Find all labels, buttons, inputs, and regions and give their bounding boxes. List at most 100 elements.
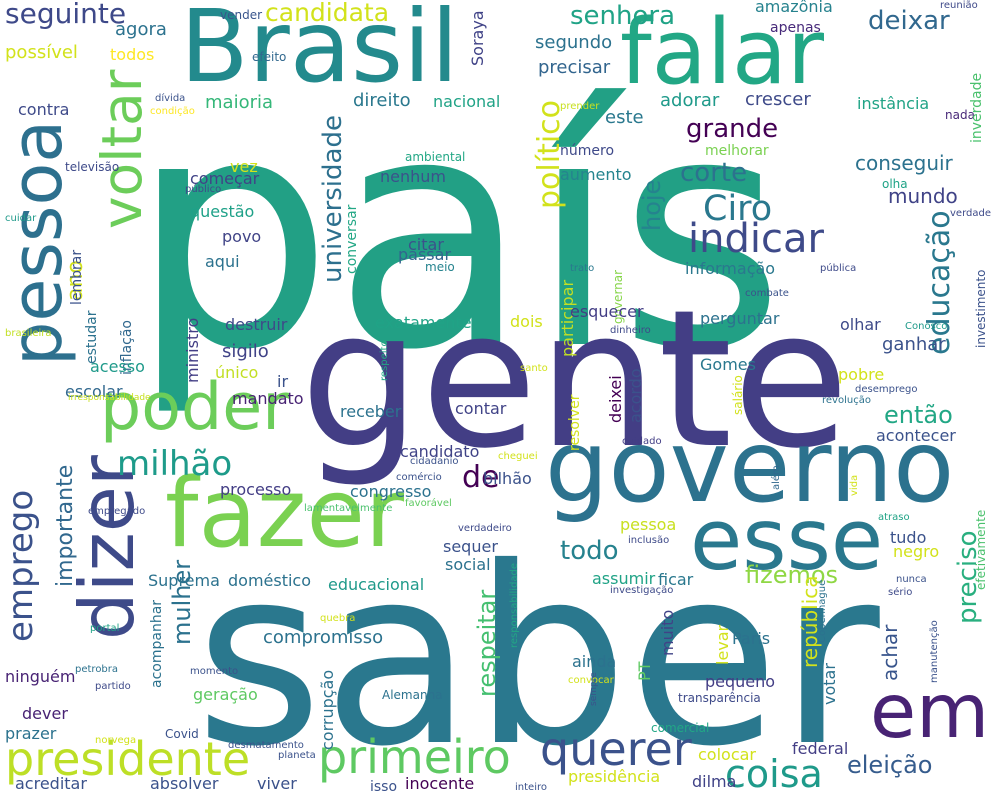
word: mandato bbox=[232, 388, 304, 408]
word: pública bbox=[820, 263, 857, 275]
word: investigação bbox=[610, 585, 674, 597]
word: fazer bbox=[165, 459, 405, 570]
word: compromisso bbox=[263, 626, 384, 648]
word: acesso bbox=[90, 356, 145, 376]
word: desemprego bbox=[855, 384, 918, 396]
word: melhorar bbox=[705, 142, 769, 159]
word: acontecer bbox=[876, 425, 956, 445]
word: conseguir bbox=[855, 151, 953, 176]
word: gente bbox=[300, 268, 850, 490]
word: governo bbox=[545, 408, 955, 525]
word: negro bbox=[893, 541, 940, 561]
word: indicar bbox=[688, 215, 824, 262]
word: ir bbox=[277, 371, 289, 391]
word: ambiental bbox=[405, 150, 466, 165]
word: Copenhague bbox=[817, 579, 828, 643]
word: cuidado bbox=[622, 436, 662, 448]
word: passar bbox=[398, 244, 452, 264]
word: irresponsabilidade bbox=[68, 393, 151, 404]
word: acordo bbox=[626, 368, 645, 423]
word: resolver bbox=[567, 394, 583, 451]
word: escolar bbox=[65, 381, 123, 401]
word: atraso bbox=[878, 512, 910, 524]
word: hoje bbox=[638, 179, 666, 231]
word: universidade bbox=[318, 115, 348, 283]
word: todo bbox=[560, 535, 619, 566]
word: prazer bbox=[5, 723, 57, 743]
word: comércio bbox=[396, 472, 442, 484]
word: transparência bbox=[678, 691, 761, 706]
word: respeito bbox=[379, 340, 390, 381]
word: destruir bbox=[225, 314, 288, 334]
word: sigilo bbox=[222, 340, 269, 362]
word: primeiro bbox=[318, 730, 511, 785]
word: meio bbox=[425, 260, 455, 275]
word: dever bbox=[22, 703, 68, 723]
word: planeta bbox=[278, 750, 316, 762]
word: efeito bbox=[252, 50, 287, 65]
word: favorável bbox=[405, 498, 452, 510]
word: momento bbox=[190, 666, 239, 678]
word: educacional bbox=[328, 574, 425, 594]
word: inocente bbox=[405, 773, 475, 793]
word: público bbox=[185, 184, 222, 196]
word: ministro bbox=[183, 317, 202, 383]
word: vender bbox=[220, 8, 263, 23]
word: petrobra bbox=[75, 664, 119, 676]
word: número bbox=[560, 142, 615, 159]
word: verdade bbox=[950, 208, 991, 220]
word: votar bbox=[820, 663, 839, 705]
word: candidata bbox=[265, 0, 390, 27]
word: cheguei bbox=[498, 451, 538, 463]
word: salário bbox=[731, 375, 745, 415]
word: social bbox=[445, 554, 491, 574]
word: então bbox=[884, 401, 953, 430]
word: crescer bbox=[745, 88, 811, 110]
word: colocar bbox=[698, 744, 756, 764]
word: PT bbox=[635, 661, 654, 681]
word: esquecer bbox=[570, 301, 644, 321]
word: isso bbox=[370, 778, 398, 795]
word: grande bbox=[686, 113, 779, 144]
word: este bbox=[605, 106, 644, 128]
word: absolver bbox=[150, 773, 219, 793]
word: importante bbox=[53, 464, 78, 587]
word: ninguém bbox=[5, 666, 76, 686]
word: exatamente bbox=[375, 312, 472, 332]
word: possível bbox=[5, 41, 78, 63]
word: vida bbox=[849, 474, 860, 496]
word: assumir bbox=[592, 568, 656, 588]
word: manutenção bbox=[929, 620, 940, 683]
word: cuidar bbox=[5, 213, 37, 225]
word: viver bbox=[257, 773, 297, 793]
word: combate bbox=[745, 288, 789, 300]
word: partido bbox=[95, 681, 131, 693]
word: doméstico bbox=[228, 570, 312, 590]
word: amazônia bbox=[755, 0, 833, 16]
word: nada bbox=[945, 108, 975, 123]
word: inteiro bbox=[515, 782, 547, 794]
word: sequer bbox=[443, 536, 498, 556]
word: efetivamente bbox=[974, 509, 988, 590]
word: em bbox=[870, 667, 990, 755]
word: nacional bbox=[433, 91, 501, 111]
word: olha bbox=[882, 177, 908, 192]
word: voltar bbox=[90, 69, 154, 229]
word: trato bbox=[570, 263, 595, 275]
word: esse bbox=[690, 491, 884, 591]
word: fizemos bbox=[745, 561, 839, 590]
word: questão bbox=[190, 201, 255, 221]
word: ainda bbox=[572, 651, 617, 671]
word: presidente bbox=[5, 732, 251, 787]
word: pessoa bbox=[620, 514, 677, 534]
word: citar bbox=[408, 234, 444, 254]
word: respeitar bbox=[473, 589, 501, 697]
word: vez bbox=[230, 156, 258, 176]
word: responsabilidade bbox=[509, 562, 520, 648]
word: Suprema bbox=[148, 570, 220, 590]
word: Soraya bbox=[468, 10, 487, 66]
word: coisa bbox=[725, 751, 823, 796]
word: lamentavelmente bbox=[304, 503, 393, 515]
word: Paris bbox=[732, 628, 771, 648]
